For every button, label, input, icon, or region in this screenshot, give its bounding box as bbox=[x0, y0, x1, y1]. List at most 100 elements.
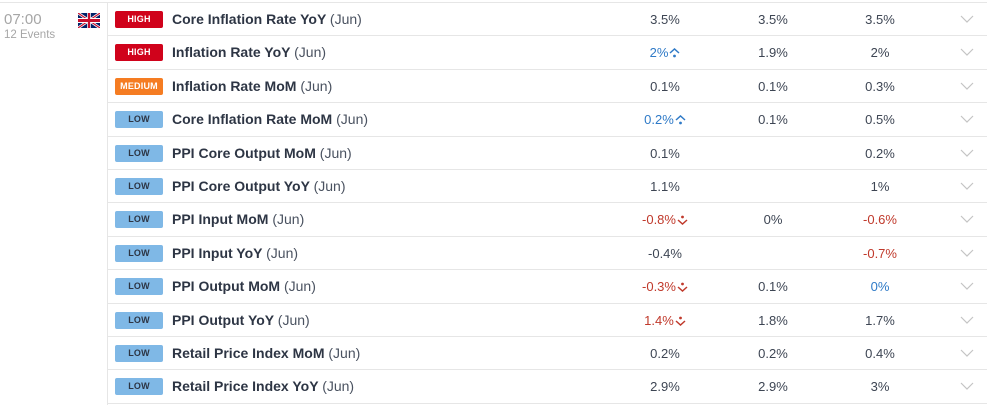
forecast-value: 0.1% bbox=[758, 78, 788, 94]
arrow-up-icon bbox=[675, 115, 686, 125]
actual-text: 1.4% bbox=[644, 312, 674, 328]
event-title[interactable]: Inflation Rate MoM (Jun) bbox=[172, 78, 332, 94]
impact-badge: LOW bbox=[115, 211, 163, 229]
forecast-value: 3.5% bbox=[758, 12, 788, 27]
event-period: (Jun) bbox=[329, 11, 362, 27]
chevron-down-icon[interactable] bbox=[960, 47, 974, 57]
event-name: PPI Core Output MoM bbox=[172, 144, 316, 161]
event-title[interactable]: PPI Core Output YoY (Jun) bbox=[172, 178, 345, 194]
event-period: (Jun) bbox=[283, 278, 316, 295]
event-period: (Jun) bbox=[313, 177, 346, 194]
chevron-down-icon[interactable] bbox=[960, 348, 974, 358]
event-row[interactable]: LOW PPI Core Output YoY (Jun) 1.1% 1% bbox=[108, 170, 987, 204]
impact-badge: LOW bbox=[115, 344, 163, 362]
event-name: PPI Core Output YoY bbox=[172, 177, 310, 194]
previous-value: -0.6% bbox=[863, 212, 897, 228]
previous-value: 1.7% bbox=[865, 312, 895, 328]
actual-text: 2% bbox=[649, 45, 669, 61]
chevron-down-icon[interactable] bbox=[960, 281, 974, 291]
impact-badge: HIGH bbox=[115, 11, 163, 28]
actual-text: 0.1% bbox=[650, 145, 680, 161]
event-title[interactable]: Core Inflation Rate YoY (Jun) bbox=[172, 11, 362, 27]
event-row[interactable]: LOW PPI Core Output MoM (Jun) 0.1% 0.2% bbox=[108, 137, 987, 170]
forecast-value: 2.9% bbox=[758, 379, 788, 395]
previous-value: 3.5% bbox=[865, 12, 895, 27]
actual-value: 2% bbox=[610, 45, 720, 60]
previous-value: 2% bbox=[870, 45, 890, 61]
impact-badge: MEDIUM bbox=[115, 77, 163, 95]
event-title[interactable]: Core Inflation Rate MoM (Jun) bbox=[172, 111, 368, 127]
event-row[interactable]: LOW Retail Price Index MoM (Jun) 0.2% 0.… bbox=[108, 337, 987, 371]
arrow-down-icon bbox=[677, 282, 688, 293]
chevron-down-icon[interactable] bbox=[960, 14, 974, 24]
actual-value: 1.1% bbox=[610, 179, 720, 194]
actual-value: 2.9% bbox=[610, 379, 720, 394]
forecast-value: 1.8% bbox=[758, 312, 788, 328]
actual-value: 1.4% bbox=[610, 313, 720, 328]
event-title[interactable]: Retail Price Index MoM (Jun) bbox=[172, 345, 360, 361]
actual-value: 3.5% bbox=[610, 12, 720, 27]
actual-text: 3.5% bbox=[650, 12, 680, 27]
event-name: PPI Input MoM bbox=[172, 211, 269, 228]
event-title[interactable]: Inflation Rate YoY (Jun) bbox=[172, 44, 326, 60]
arrow-down-icon bbox=[677, 215, 688, 226]
previous-value: 0.3% bbox=[865, 78, 895, 94]
event-row[interactable]: LOW PPI Output MoM (Jun) -0.3% 0.1% 0% bbox=[108, 270, 987, 304]
event-name: Core Inflation Rate YoY bbox=[172, 11, 327, 27]
event-row[interactable]: HIGH Core Inflation Rate YoY (Jun) 3.5% … bbox=[108, 3, 987, 37]
event-period: (Jun) bbox=[319, 144, 352, 161]
chevron-down-icon[interactable] bbox=[960, 315, 974, 325]
chevron-down-icon[interactable] bbox=[960, 81, 974, 91]
event-period: (Jun) bbox=[294, 44, 327, 61]
chevron-down-icon[interactable] bbox=[960, 214, 974, 224]
event-row[interactable]: LOW PPI Output YoY (Jun) 1.4% 1.8% 1.7% bbox=[108, 304, 987, 337]
event-count: 12 Events bbox=[4, 29, 56, 41]
actual-value: 0.1% bbox=[610, 146, 720, 161]
impact-badge: LOW bbox=[115, 244, 163, 262]
event-row[interactable]: LOW Retail Price Index YoY (Jun) 2.9% 2.… bbox=[108, 370, 987, 404]
actual-text: 1.1% bbox=[650, 178, 680, 194]
event-period: (Jun) bbox=[272, 211, 305, 228]
event-row[interactable]: LOW Core Inflation Rate MoM (Jun) 0.2% 0… bbox=[108, 103, 987, 137]
actual-value: -0.8% bbox=[610, 212, 720, 227]
chevron-down-icon[interactable] bbox=[960, 114, 974, 124]
impact-badge: LOW bbox=[115, 111, 163, 129]
previous-value: 3% bbox=[870, 379, 890, 395]
previous-value: 0% bbox=[870, 279, 890, 295]
actual-value: -0.3% bbox=[610, 279, 720, 294]
actual-value: -0.4% bbox=[610, 246, 720, 261]
event-title[interactable]: PPI Input MoM (Jun) bbox=[172, 211, 304, 227]
forecast-value: 0.1% bbox=[758, 279, 788, 295]
chevron-down-icon[interactable] bbox=[960, 181, 974, 191]
event-title[interactable]: PPI Input YoY (Jun) bbox=[172, 245, 298, 261]
impact-badge: LOW bbox=[115, 177, 163, 195]
event-row[interactable]: MEDIUM Inflation Rate MoM (Jun) 0.1% 0.1… bbox=[108, 70, 987, 104]
event-row[interactable]: LOW PPI Input MoM (Jun) -0.8% 0% -0.6% bbox=[108, 203, 987, 237]
actual-text: 2.9% bbox=[650, 379, 680, 395]
event-title[interactable]: PPI Core Output MoM (Jun) bbox=[172, 145, 352, 161]
chevron-down-icon[interactable] bbox=[960, 148, 974, 158]
impact-badge: HIGH bbox=[115, 44, 163, 62]
event-period: (Jun) bbox=[336, 111, 369, 128]
event-period: (Jun) bbox=[277, 311, 310, 328]
actual-text: 0.1% bbox=[650, 78, 680, 94]
event-title[interactable]: PPI Output MoM (Jun) bbox=[172, 278, 316, 294]
chevron-down-icon[interactable] bbox=[960, 248, 974, 258]
event-row[interactable]: LOW PPI Input YoY (Jun) -0.4% -0.7% bbox=[108, 237, 987, 271]
uk-flag-icon bbox=[78, 13, 100, 28]
actual-text: -0.8% bbox=[642, 212, 676, 228]
actual-text: 0.2% bbox=[650, 345, 680, 361]
event-name: PPI Output YoY bbox=[172, 311, 274, 328]
impact-badge: LOW bbox=[115, 378, 163, 396]
chevron-down-icon[interactable] bbox=[960, 381, 974, 391]
event-name: Retail Price Index MoM bbox=[172, 344, 325, 361]
arrow-up-icon bbox=[669, 48, 680, 58]
previous-value: 0.4% bbox=[865, 345, 895, 361]
event-title[interactable]: PPI Output YoY (Jun) bbox=[172, 312, 310, 328]
divider bbox=[0, 2, 987, 3]
event-row[interactable]: HIGH Inflation Rate YoY (Jun) 2% 1.9% 2% bbox=[108, 36, 987, 70]
event-period: (Jun) bbox=[322, 378, 355, 395]
event-name: Inflation Rate MoM bbox=[172, 77, 297, 94]
event-title[interactable]: Retail Price Index YoY (Jun) bbox=[172, 378, 354, 394]
forecast-value: 0% bbox=[763, 212, 783, 228]
